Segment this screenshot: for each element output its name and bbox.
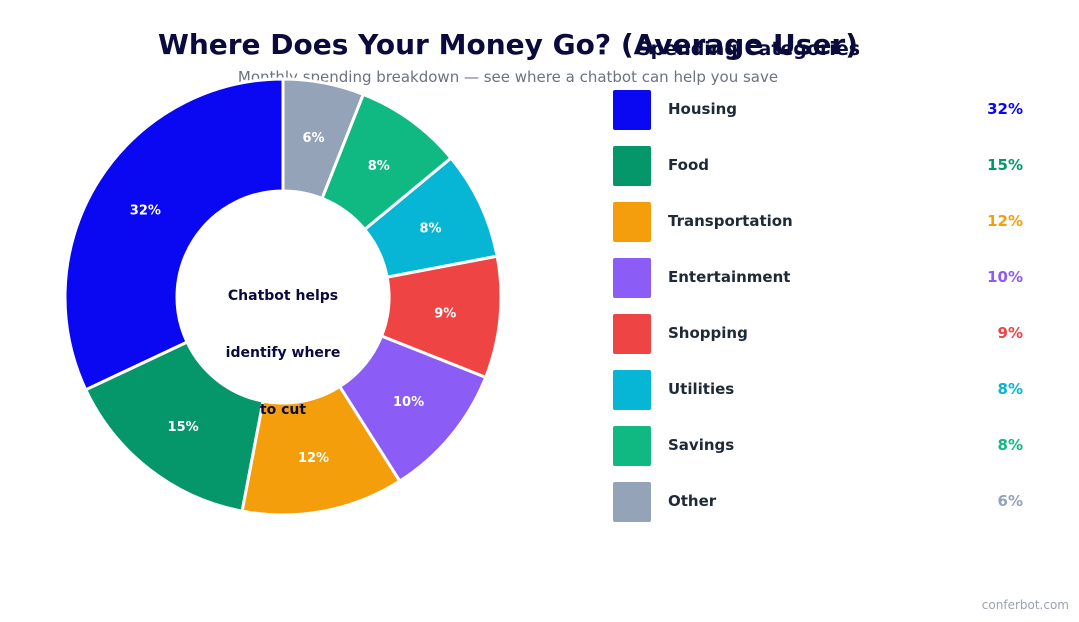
legend-value: 6% bbox=[997, 492, 1023, 510]
slice-label: 6% bbox=[303, 131, 325, 146]
legend-label: Savings bbox=[668, 436, 735, 454]
legend-swatch bbox=[613, 370, 651, 410]
legend-swatch bbox=[613, 426, 651, 466]
legend-swatch bbox=[613, 258, 651, 298]
center-label: Chatbot helps identify where to cut bbox=[203, 268, 363, 439]
center-label-line: to cut bbox=[259, 402, 307, 418]
slice-other bbox=[281, 77, 366, 201]
legend-value: 8% bbox=[997, 436, 1023, 454]
slice-food bbox=[83, 340, 265, 513]
legend-value: 32% bbox=[987, 100, 1023, 118]
slice-label: 9% bbox=[434, 306, 456, 321]
chart-title: Where Does Your Money Go? (Average User) bbox=[157, 28, 859, 61]
legend-label: Housing bbox=[668, 100, 738, 118]
donut-chart: 32% 15% 12% 10% 9% 8% 8% 6% bbox=[63, 77, 503, 517]
legend-title: Spending Categories bbox=[637, 38, 861, 60]
legend-swatch bbox=[613, 314, 651, 354]
legend-value: 9% bbox=[997, 324, 1023, 342]
legend-item: Other 6% bbox=[613, 482, 1033, 538]
legend-swatch bbox=[613, 202, 651, 242]
legend-label: Utilities bbox=[668, 380, 735, 398]
legend-label: Shopping bbox=[668, 324, 748, 342]
slice-label: 15% bbox=[168, 420, 199, 435]
legend-item: Entertainment 10% bbox=[613, 258, 1033, 314]
legend-swatch bbox=[613, 482, 651, 522]
legend-value: 8% bbox=[997, 380, 1023, 398]
legend-value: 10% bbox=[987, 268, 1023, 286]
chart-subtitle: Monthly spending breakdown — see where a… bbox=[237, 68, 779, 86]
legend-swatch bbox=[613, 146, 651, 186]
legend-item: Food 15% bbox=[613, 146, 1033, 202]
slice-label: 8% bbox=[419, 222, 441, 237]
slice-housing bbox=[63, 77, 285, 392]
slice-label: 8% bbox=[368, 159, 390, 174]
legend-label: Food bbox=[668, 156, 709, 174]
legend-item: Savings 8% bbox=[613, 426, 1033, 482]
legend-item: Housing 32% bbox=[613, 90, 1033, 146]
watermark: conferbot.com bbox=[981, 598, 1069, 612]
legend-item: Transportation 12% bbox=[613, 202, 1033, 258]
slice-label: 10% bbox=[393, 395, 424, 410]
center-label-line: Chatbot helps bbox=[227, 288, 339, 304]
legend-item: Utilities 8% bbox=[613, 370, 1033, 426]
legend-label: Transportation bbox=[668, 212, 793, 230]
center-label-line: identify where bbox=[225, 345, 341, 361]
slice-label: 12% bbox=[298, 451, 329, 466]
legend-value: 15% bbox=[987, 156, 1023, 174]
legend-item: Shopping 9% bbox=[613, 314, 1033, 370]
legend-label: Other bbox=[668, 492, 717, 510]
legend-value: 12% bbox=[987, 212, 1023, 230]
legend: Housing 32% Food 15% Transportation 12% Entert… bbox=[613, 90, 1033, 538]
slice-label: 32% bbox=[130, 204, 161, 219]
legend-label: Entertainment bbox=[668, 268, 791, 286]
legend-swatch bbox=[613, 90, 651, 130]
